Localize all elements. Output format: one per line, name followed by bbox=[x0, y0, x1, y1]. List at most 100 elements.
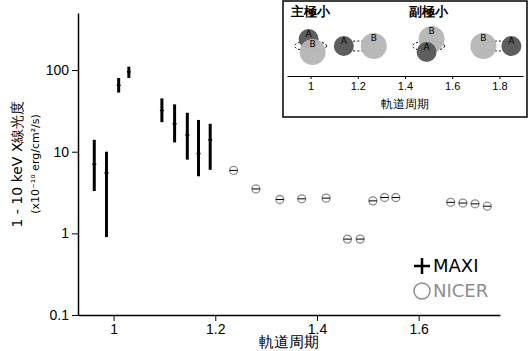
point-marker bbox=[173, 123, 177, 125]
y-tick-mark bbox=[72, 233, 78, 234]
data-point bbox=[252, 185, 260, 193]
y-axis-title: (x10⁻¹⁰ erg/cm²/s) bbox=[29, 114, 42, 214]
data-point bbox=[343, 235, 351, 243]
y-tick: 1 bbox=[61, 225, 78, 241]
inset-phase: BA bbox=[413, 26, 445, 62]
point-marker bbox=[447, 198, 455, 206]
point-marker bbox=[104, 172, 108, 174]
star bbox=[361, 33, 387, 59]
x-tick-label: 1.6 bbox=[409, 321, 429, 337]
point-marker bbox=[276, 195, 284, 203]
legend-item: MAXI bbox=[414, 255, 478, 276]
point-marker bbox=[208, 139, 212, 141]
data-point bbox=[230, 166, 238, 174]
data-point bbox=[381, 193, 389, 201]
inset-frame bbox=[283, 1, 527, 117]
y-tick-label: 1 bbox=[61, 225, 69, 241]
inset: 11.21.41.61.8軌道周期主極小副極小ABBABAAB bbox=[283, 1, 527, 117]
point-bar bbox=[230, 170, 238, 171]
inset-tick: 1.6 bbox=[445, 76, 460, 92]
series-maxi bbox=[92, 67, 212, 237]
data-point bbox=[298, 195, 306, 203]
star-label: A bbox=[341, 36, 348, 46]
x-tick-label: 1.2 bbox=[206, 321, 226, 337]
star-label: A bbox=[508, 36, 515, 46]
point-bar bbox=[298, 198, 306, 199]
inset-tick: 1.8 bbox=[492, 76, 507, 92]
inset-tick-mark bbox=[452, 76, 453, 79]
inset-tick: 1.2 bbox=[351, 76, 366, 92]
inset-axis-title: 軌道周期 bbox=[381, 97, 429, 111]
data-point bbox=[447, 198, 455, 206]
inset-annotation: 主極小 bbox=[290, 4, 331, 19]
data-point bbox=[369, 197, 377, 205]
point-bar bbox=[252, 188, 260, 189]
point-marker bbox=[459, 199, 467, 207]
point-marker bbox=[160, 110, 164, 112]
inset-tick-label: 1.4 bbox=[398, 80, 413, 92]
inset-phase: BA bbox=[334, 33, 387, 59]
x-tick: 1.6 bbox=[409, 315, 429, 337]
y-tick-mark bbox=[72, 70, 78, 71]
point-bar bbox=[483, 206, 491, 207]
point-marker bbox=[117, 85, 121, 87]
error-bar bbox=[209, 124, 212, 170]
x-axis-title: 軌道周期 bbox=[259, 333, 319, 351]
point-marker bbox=[483, 202, 491, 210]
data-point bbox=[392, 193, 400, 201]
data-point bbox=[185, 113, 189, 160]
y-tick-mark bbox=[72, 315, 78, 316]
point-marker bbox=[471, 200, 479, 208]
point-marker bbox=[298, 195, 306, 203]
data-point bbox=[208, 124, 212, 170]
point-marker bbox=[185, 134, 189, 136]
point-bar bbox=[356, 239, 364, 240]
y-tick-mark bbox=[72, 152, 78, 153]
inset-tick: 1 bbox=[308, 76, 314, 92]
legend-item: NICER bbox=[414, 280, 488, 301]
star-label: B bbox=[480, 33, 486, 43]
point-bar bbox=[343, 239, 351, 240]
error-bar bbox=[173, 104, 176, 142]
y-tick-label: 100 bbox=[46, 62, 70, 78]
legend-label: NICER bbox=[433, 280, 488, 301]
error-bar bbox=[93, 140, 96, 191]
chart: 1 1.2 1.4 1.6 0.1110100 軌道周期 1 - 10 keV X線光度(x… bbox=[0, 0, 528, 351]
point-bar bbox=[322, 198, 330, 199]
legend-symbol bbox=[414, 258, 430, 274]
point-marker bbox=[92, 164, 96, 166]
inset-tick-mark bbox=[499, 76, 500, 79]
error-bar bbox=[197, 120, 200, 176]
point-marker bbox=[369, 197, 377, 205]
point-marker bbox=[381, 193, 389, 201]
data-point bbox=[160, 98, 164, 122]
x-axis-line bbox=[79, 315, 501, 317]
data-point bbox=[117, 78, 121, 93]
point-bar bbox=[381, 197, 389, 198]
star bbox=[334, 36, 354, 56]
inset-phase: AB bbox=[470, 33, 521, 59]
inset-tick: 1.4 bbox=[398, 76, 413, 92]
inset-axis: 1 1.2 1.4 1.6 1.8 bbox=[288, 76, 524, 92]
x-tick: 1 bbox=[110, 315, 118, 337]
point-marker bbox=[196, 153, 200, 155]
data-point bbox=[483, 202, 491, 210]
y-axis-line bbox=[78, 14, 80, 316]
data-point bbox=[92, 140, 96, 191]
legend: MAXI NICER bbox=[414, 255, 488, 301]
data-point bbox=[276, 195, 284, 203]
inset-phase: AB bbox=[295, 29, 327, 65]
point-marker bbox=[392, 193, 400, 201]
point-bar bbox=[369, 200, 377, 201]
y-axis-title: 1 - 10 keV X線光度 bbox=[9, 101, 25, 228]
point-bar bbox=[459, 203, 467, 204]
star-label: B bbox=[371, 33, 377, 43]
y-axis: 0.1110100 bbox=[46, 14, 79, 323]
inset-tick-label: 1 bbox=[308, 80, 314, 92]
error-bar bbox=[117, 78, 120, 93]
error-bar bbox=[186, 113, 189, 160]
data-point bbox=[322, 194, 330, 202]
legend-label: MAXI bbox=[433, 255, 478, 276]
inset-tick-label: 1.2 bbox=[351, 80, 366, 92]
inset-annotation: 副極小 bbox=[409, 4, 449, 19]
